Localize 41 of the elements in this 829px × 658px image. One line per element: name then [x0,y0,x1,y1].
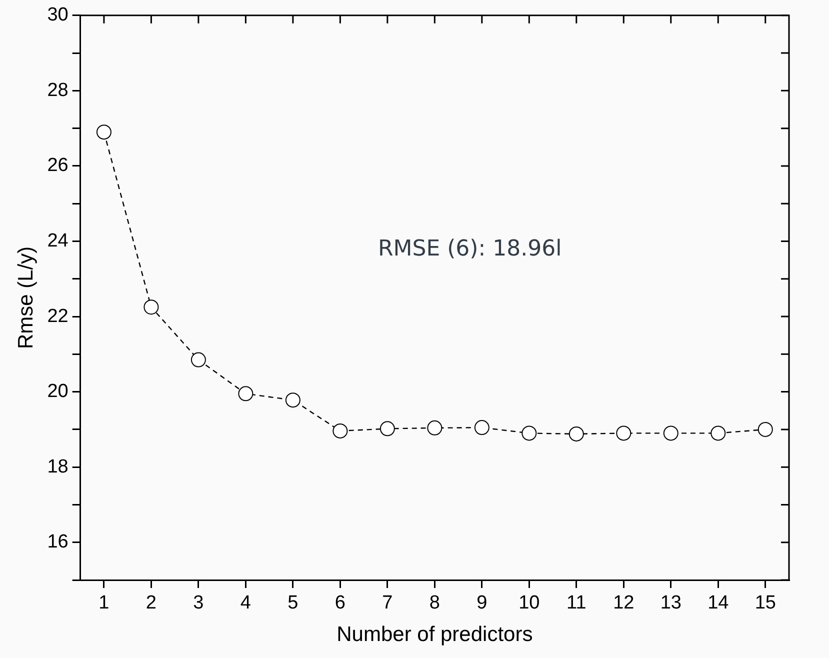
x-tick-label: 12 [613,592,634,614]
x-tick-label: 3 [193,592,204,614]
y-tick-label: 18 [47,456,68,478]
x-tick-label: 5 [288,592,298,614]
x-tick-label: 1 [98,592,110,614]
point [144,300,159,315]
x-axis-title: Number of predictors [336,623,533,646]
annotation: RMSE (6): 18.96l [378,236,562,262]
point [710,426,726,441]
point [568,426,584,442]
x-tick-label: 2 [146,592,156,614]
y-tick-label: 20 [47,381,68,402]
y-tick-label: 28 [47,80,68,101]
x-tick-label: 6 [334,592,346,614]
point [285,392,300,408]
point [238,386,254,402]
x-tick-label: 4 [240,592,252,614]
point [758,422,773,437]
y-axis-title: Rmse (L/y) [14,246,38,350]
x-tick-label: 9 [476,592,488,614]
x-tick-label: 13 [660,592,682,614]
x-tick-label: 8 [429,592,440,614]
x-tick-label: 10 [518,592,540,614]
y-tick-label: 16 [47,532,68,553]
point [190,352,206,368]
x-tick-label: 11 [566,592,586,614]
y-tick-label: 22 [47,306,68,327]
point [380,421,395,436]
x-tick-label: 14 [708,592,730,614]
x-tick-label: 7 [382,592,393,614]
point [663,426,678,441]
y-tick-label: 24 [47,230,69,252]
y-tick-label: 26 [47,155,68,176]
x-tick-label: 15 [754,592,776,614]
point [332,423,348,438]
point [616,426,632,441]
y-tick-label: 30 [47,4,68,26]
point [522,426,537,441]
point [96,124,112,140]
point [427,420,442,436]
point [474,420,490,436]
